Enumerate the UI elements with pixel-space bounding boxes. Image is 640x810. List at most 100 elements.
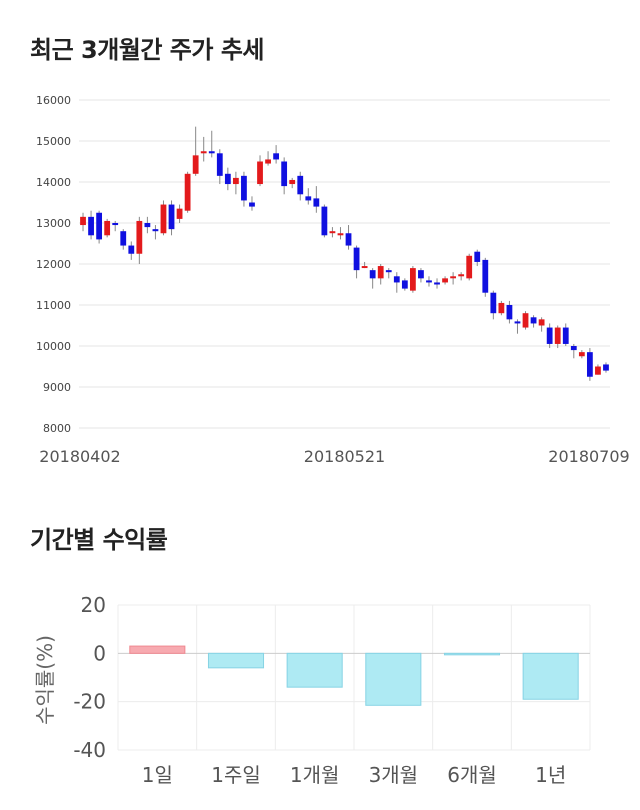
y-tick-label: 20 xyxy=(81,593,106,617)
candle xyxy=(265,151,271,166)
candle xyxy=(578,350,585,359)
candle-body xyxy=(603,364,609,371)
y-tick-label: 10000 xyxy=(36,340,71,353)
candle-body xyxy=(128,245,135,254)
candle-body xyxy=(554,327,561,344)
candle-body xyxy=(434,282,440,285)
candle xyxy=(385,268,392,279)
candle xyxy=(409,266,416,293)
y-tick-label: 14000 xyxy=(36,176,71,189)
candle-body xyxy=(337,233,344,236)
candle xyxy=(586,348,593,381)
candle xyxy=(241,171,247,207)
x-tick-label: 20180402 xyxy=(39,447,120,466)
candle-body xyxy=(595,366,601,375)
candle xyxy=(538,317,545,332)
candle xyxy=(281,157,288,195)
candle-body xyxy=(192,155,199,174)
candle xyxy=(96,210,103,244)
candle-body xyxy=(345,233,352,246)
candle xyxy=(88,210,94,240)
y-tick-label: 16000 xyxy=(36,94,71,107)
candle-body xyxy=(80,216,86,226)
candle-body xyxy=(426,280,432,283)
candle-body xyxy=(120,231,127,246)
candle xyxy=(361,261,368,269)
candle xyxy=(595,364,601,375)
candle xyxy=(160,200,167,236)
candlestick-y-ticks: 16000 15000 14000 13000 12000 11000 10000 9000 8… xyxy=(36,94,71,435)
candle xyxy=(329,227,336,238)
candle-body xyxy=(96,212,103,240)
x-tick-label: 3개월 xyxy=(369,763,419,787)
candle xyxy=(337,227,344,240)
return-bar xyxy=(443,652,501,656)
candle-body xyxy=(361,266,368,269)
candle xyxy=(514,319,521,334)
candle xyxy=(466,253,473,281)
candle-body xyxy=(224,173,231,185)
candle xyxy=(184,171,191,213)
candle xyxy=(313,186,320,213)
returns-gridlines xyxy=(117,604,591,751)
candle-body xyxy=(409,268,416,291)
return-bar xyxy=(365,652,422,706)
candle-body xyxy=(401,280,408,289)
candle-body xyxy=(369,270,376,279)
candle-body xyxy=(329,231,336,234)
candlestick-x-ticks: 20180402 20180521 20180709 xyxy=(39,447,629,466)
candle xyxy=(506,300,513,324)
candle-body xyxy=(474,251,481,262)
candle-body xyxy=(586,352,593,377)
candle-body xyxy=(104,220,111,236)
candle-body xyxy=(136,220,143,254)
y-tick-label: 8000 xyxy=(43,422,71,435)
candle-body xyxy=(257,161,263,185)
candle-body xyxy=(385,270,392,273)
candlestick-gridlines xyxy=(79,99,610,429)
candle xyxy=(458,272,465,281)
candle xyxy=(144,216,151,234)
candle xyxy=(289,177,296,189)
y-tick-label: -20 xyxy=(73,690,106,714)
candle xyxy=(216,149,223,185)
candle xyxy=(554,325,561,349)
candle-body xyxy=(265,159,271,164)
candle xyxy=(490,290,497,320)
y-tick-label: 13000 xyxy=(36,217,71,230)
y-tick-label: 11000 xyxy=(36,299,71,312)
candle-body xyxy=(232,177,239,185)
returns-chart-title: 기간별 수익률 xyxy=(30,526,168,554)
candle-body xyxy=(418,270,424,279)
candle xyxy=(136,216,143,264)
candle-body xyxy=(208,151,215,154)
candle-body xyxy=(273,153,280,160)
candle-body xyxy=(200,151,207,154)
candle xyxy=(257,155,263,187)
candle-body xyxy=(184,173,191,211)
candle xyxy=(401,278,408,291)
candle xyxy=(442,276,448,285)
x-tick-label: 1년 xyxy=(535,763,566,787)
candle-body xyxy=(530,317,537,324)
y-tick-label: -40 xyxy=(73,738,106,762)
candle-body xyxy=(450,276,457,279)
returns-y-ticks: 20 0 -20 -40 xyxy=(73,593,106,762)
candle-body xyxy=(281,161,288,187)
candle xyxy=(273,145,280,164)
candle-body xyxy=(305,196,312,201)
candle-body xyxy=(442,278,448,283)
candle-body xyxy=(88,216,94,236)
candle-body xyxy=(522,313,529,328)
candle xyxy=(474,249,481,267)
candle-body xyxy=(241,175,247,201)
candle-body xyxy=(578,352,585,357)
candle-body xyxy=(546,327,553,344)
candle-body xyxy=(144,223,151,228)
y-tick-label: 12000 xyxy=(36,258,71,271)
candle xyxy=(232,171,239,195)
return-bar xyxy=(286,652,343,688)
candle-body xyxy=(498,302,505,314)
candle xyxy=(570,343,577,359)
candle xyxy=(393,272,400,293)
